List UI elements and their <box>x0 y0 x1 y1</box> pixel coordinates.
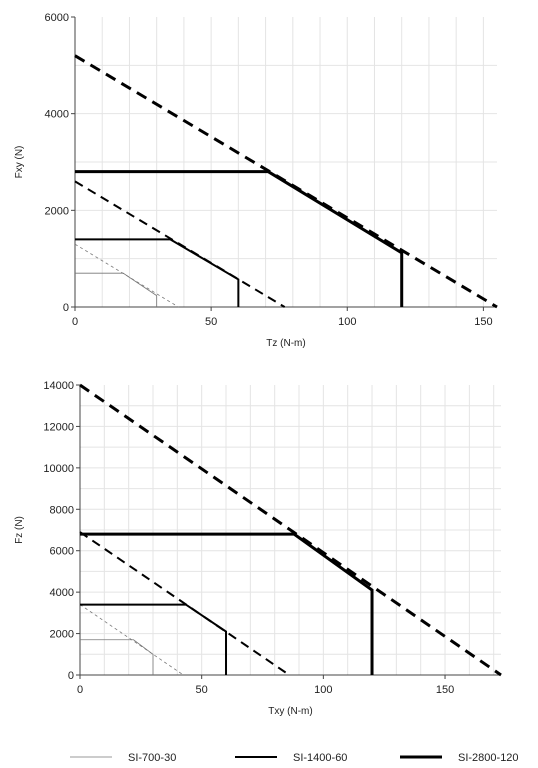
y-axis-label: Fxy (N) <box>14 146 25 179</box>
y-tick-label: 2000 <box>45 205 69 217</box>
legend-label: SI-1400-60 <box>293 752 347 764</box>
series-envelope-SI-2800-120 <box>74 54 498 309</box>
series-rated-SI-2800-120 <box>75 170 404 307</box>
x-tick-label: 50 <box>205 316 217 328</box>
x-tick-label: 100 <box>338 316 356 328</box>
x-tick-label: 150 <box>474 316 492 328</box>
legend: SI-700-30 SI-1400-60 SI-2800-120 <box>70 752 519 764</box>
y-tick-label: 6000 <box>50 546 74 558</box>
x-axis-label: Txy (N-m) <box>268 706 312 717</box>
series-rated-SI-2800-120 <box>80 532 374 675</box>
bottom-chart: 0 2000 4000 6000 8000 10000 12000 14000 0 50 100 15… <box>14 380 502 717</box>
y-tick-label: 6000 <box>45 12 69 24</box>
x-tick-label: 50 <box>196 684 208 696</box>
series-envelope-SI-1400-60 <box>79 531 290 676</box>
y-tick-label: 0 <box>68 670 74 682</box>
y-tick-label: 14000 <box>43 380 74 392</box>
y-tick-label: 4000 <box>45 109 69 121</box>
x-tick-label: 100 <box>314 684 332 696</box>
grid <box>75 17 497 307</box>
series-rated-SI-700-30 <box>80 639 154 675</box>
x-tick-label: 0 <box>72 316 78 328</box>
top-chart: 0 2000 4000 6000 0 50 100 150 Tz (N-m) Fxy (N) <box>14 12 498 349</box>
y-tick-label: 0 <box>63 302 69 314</box>
series-envelope-SI-2800-120 <box>79 383 502 677</box>
y-tick-label: 8000 <box>50 504 74 516</box>
x-axis-label: Tz (N-m) <box>266 338 305 349</box>
series-rated-SI-1400-60 <box>80 603 228 675</box>
y-tick-label: 10000 <box>43 463 74 475</box>
series-rated-SI-700-30 <box>75 272 158 307</box>
y-tick-label: 2000 <box>50 629 74 641</box>
grid <box>80 385 501 675</box>
legend-label: SI-700-30 <box>128 752 176 764</box>
y-axis-label: Fz (N) <box>14 516 25 544</box>
y-tick-label: 12000 <box>43 421 74 433</box>
legend-label: SI-2800-120 <box>458 752 519 764</box>
y-tick-label: 4000 <box>50 587 74 599</box>
series-rated-SI-1400-60 <box>75 238 240 307</box>
x-tick-label: 150 <box>436 684 454 696</box>
x-tick-label: 0 <box>77 684 83 696</box>
